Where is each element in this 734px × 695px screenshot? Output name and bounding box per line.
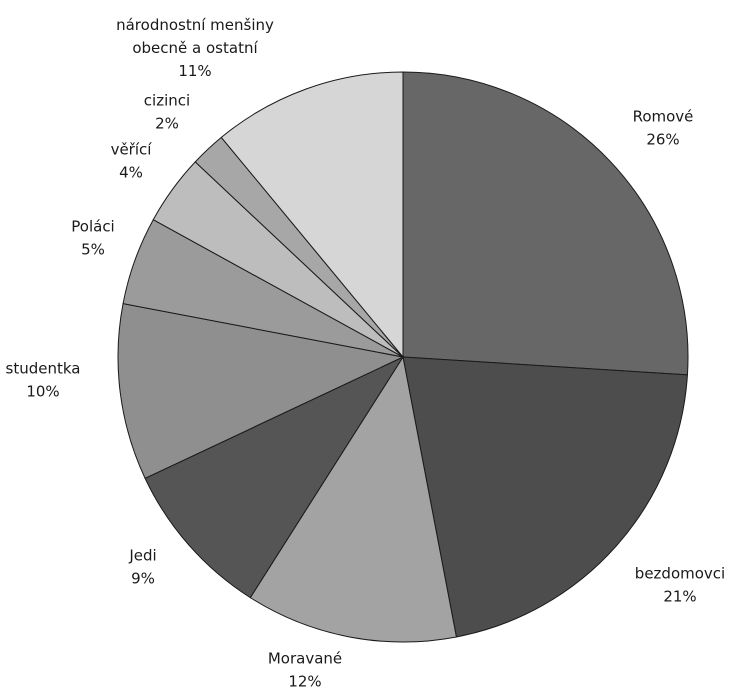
data-label: bezdomovci 21% — [635, 565, 725, 606]
data-label: Jedi 9% — [128, 547, 156, 588]
data-label-percent: 5% — [81, 241, 105, 259]
data-label-category: Jedi — [128, 547, 156, 565]
labels-layer: Romové 26% bezdomovci 21% Moravané 12% Jedi 9% s… — [6, 16, 726, 691]
data-label-percent: 26% — [646, 131, 679, 149]
data-label: cizinci 2% — [144, 92, 190, 133]
data-label-category: Romové — [633, 108, 694, 126]
data-label-percent: 2% — [155, 115, 179, 133]
data-label-percent: 4% — [119, 164, 143, 182]
data-label-percent: 12% — [288, 673, 321, 691]
data-label-category: bezdomovci — [635, 565, 725, 583]
data-label: studentka 10% — [6, 360, 81, 401]
data-label-category: věřící — [111, 141, 153, 159]
pie-slice — [249, 355, 457, 643]
data-label-category: Moravané — [268, 650, 342, 668]
data-label-percent: 10% — [26, 383, 59, 401]
data-label-percent: 9% — [131, 570, 155, 588]
data-label: věřící 4% — [111, 141, 153, 182]
pie-slice — [402, 71, 689, 376]
data-label: Moravané 12% — [268, 650, 342, 691]
data-label-category: národnostní menšiny — [116, 16, 274, 34]
data-label-category: obecně a ostatní — [132, 39, 258, 57]
pie-slice — [402, 356, 688, 638]
data-label-category: studentka — [6, 360, 81, 378]
data-label-category: cizinci — [144, 92, 190, 110]
data-label: národnostní menšiny obecně a ostatní 11% — [116, 16, 274, 80]
data-label-percent: 11% — [178, 62, 211, 80]
data-label-category: Poláci — [71, 218, 114, 236]
data-label: Poláci 5% — [71, 218, 114, 259]
slices-layer — [117, 71, 689, 643]
pie-slice — [220, 71, 404, 359]
pie-slice — [144, 355, 405, 599]
pie-slice — [117, 303, 405, 480]
data-label-percent: 21% — [663, 588, 696, 606]
data-label: Romové 26% — [633, 108, 694, 149]
